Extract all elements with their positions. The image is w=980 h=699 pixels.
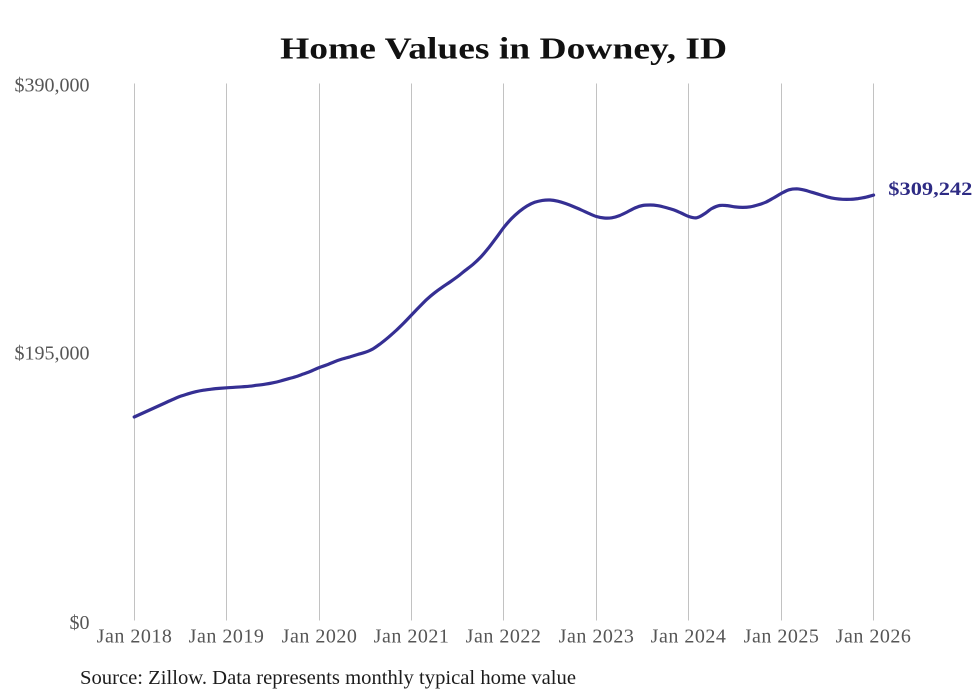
svg-text:Jan 2024: Jan 2024 [651, 626, 727, 648]
svg-text:Jan 2021: Jan 2021 [374, 626, 450, 648]
svg-text:Jan 2020: Jan 2020 [282, 626, 358, 648]
svg-text:$0: $0 [70, 612, 90, 634]
svg-text:Jan 2023: Jan 2023 [559, 626, 635, 648]
svg-text:Home Values in Downey, ID: Home Values in Downey, ID [280, 31, 727, 66]
svg-text:$309,242: $309,242 [888, 179, 972, 200]
svg-text:Jan 2025: Jan 2025 [744, 626, 820, 648]
svg-text:Jan 2018: Jan 2018 [97, 626, 173, 648]
svg-text:Jan 2026: Jan 2026 [836, 626, 912, 648]
svg-text:$390,000: $390,000 [15, 75, 90, 97]
svg-text:Source: Zillow. Data represent: Source: Zillow. Data represents monthly … [80, 667, 576, 689]
svg-text:$195,000: $195,000 [15, 343, 90, 365]
svg-text:Jan 2019: Jan 2019 [189, 626, 265, 648]
svg-text:Jan 2022: Jan 2022 [466, 626, 542, 648]
